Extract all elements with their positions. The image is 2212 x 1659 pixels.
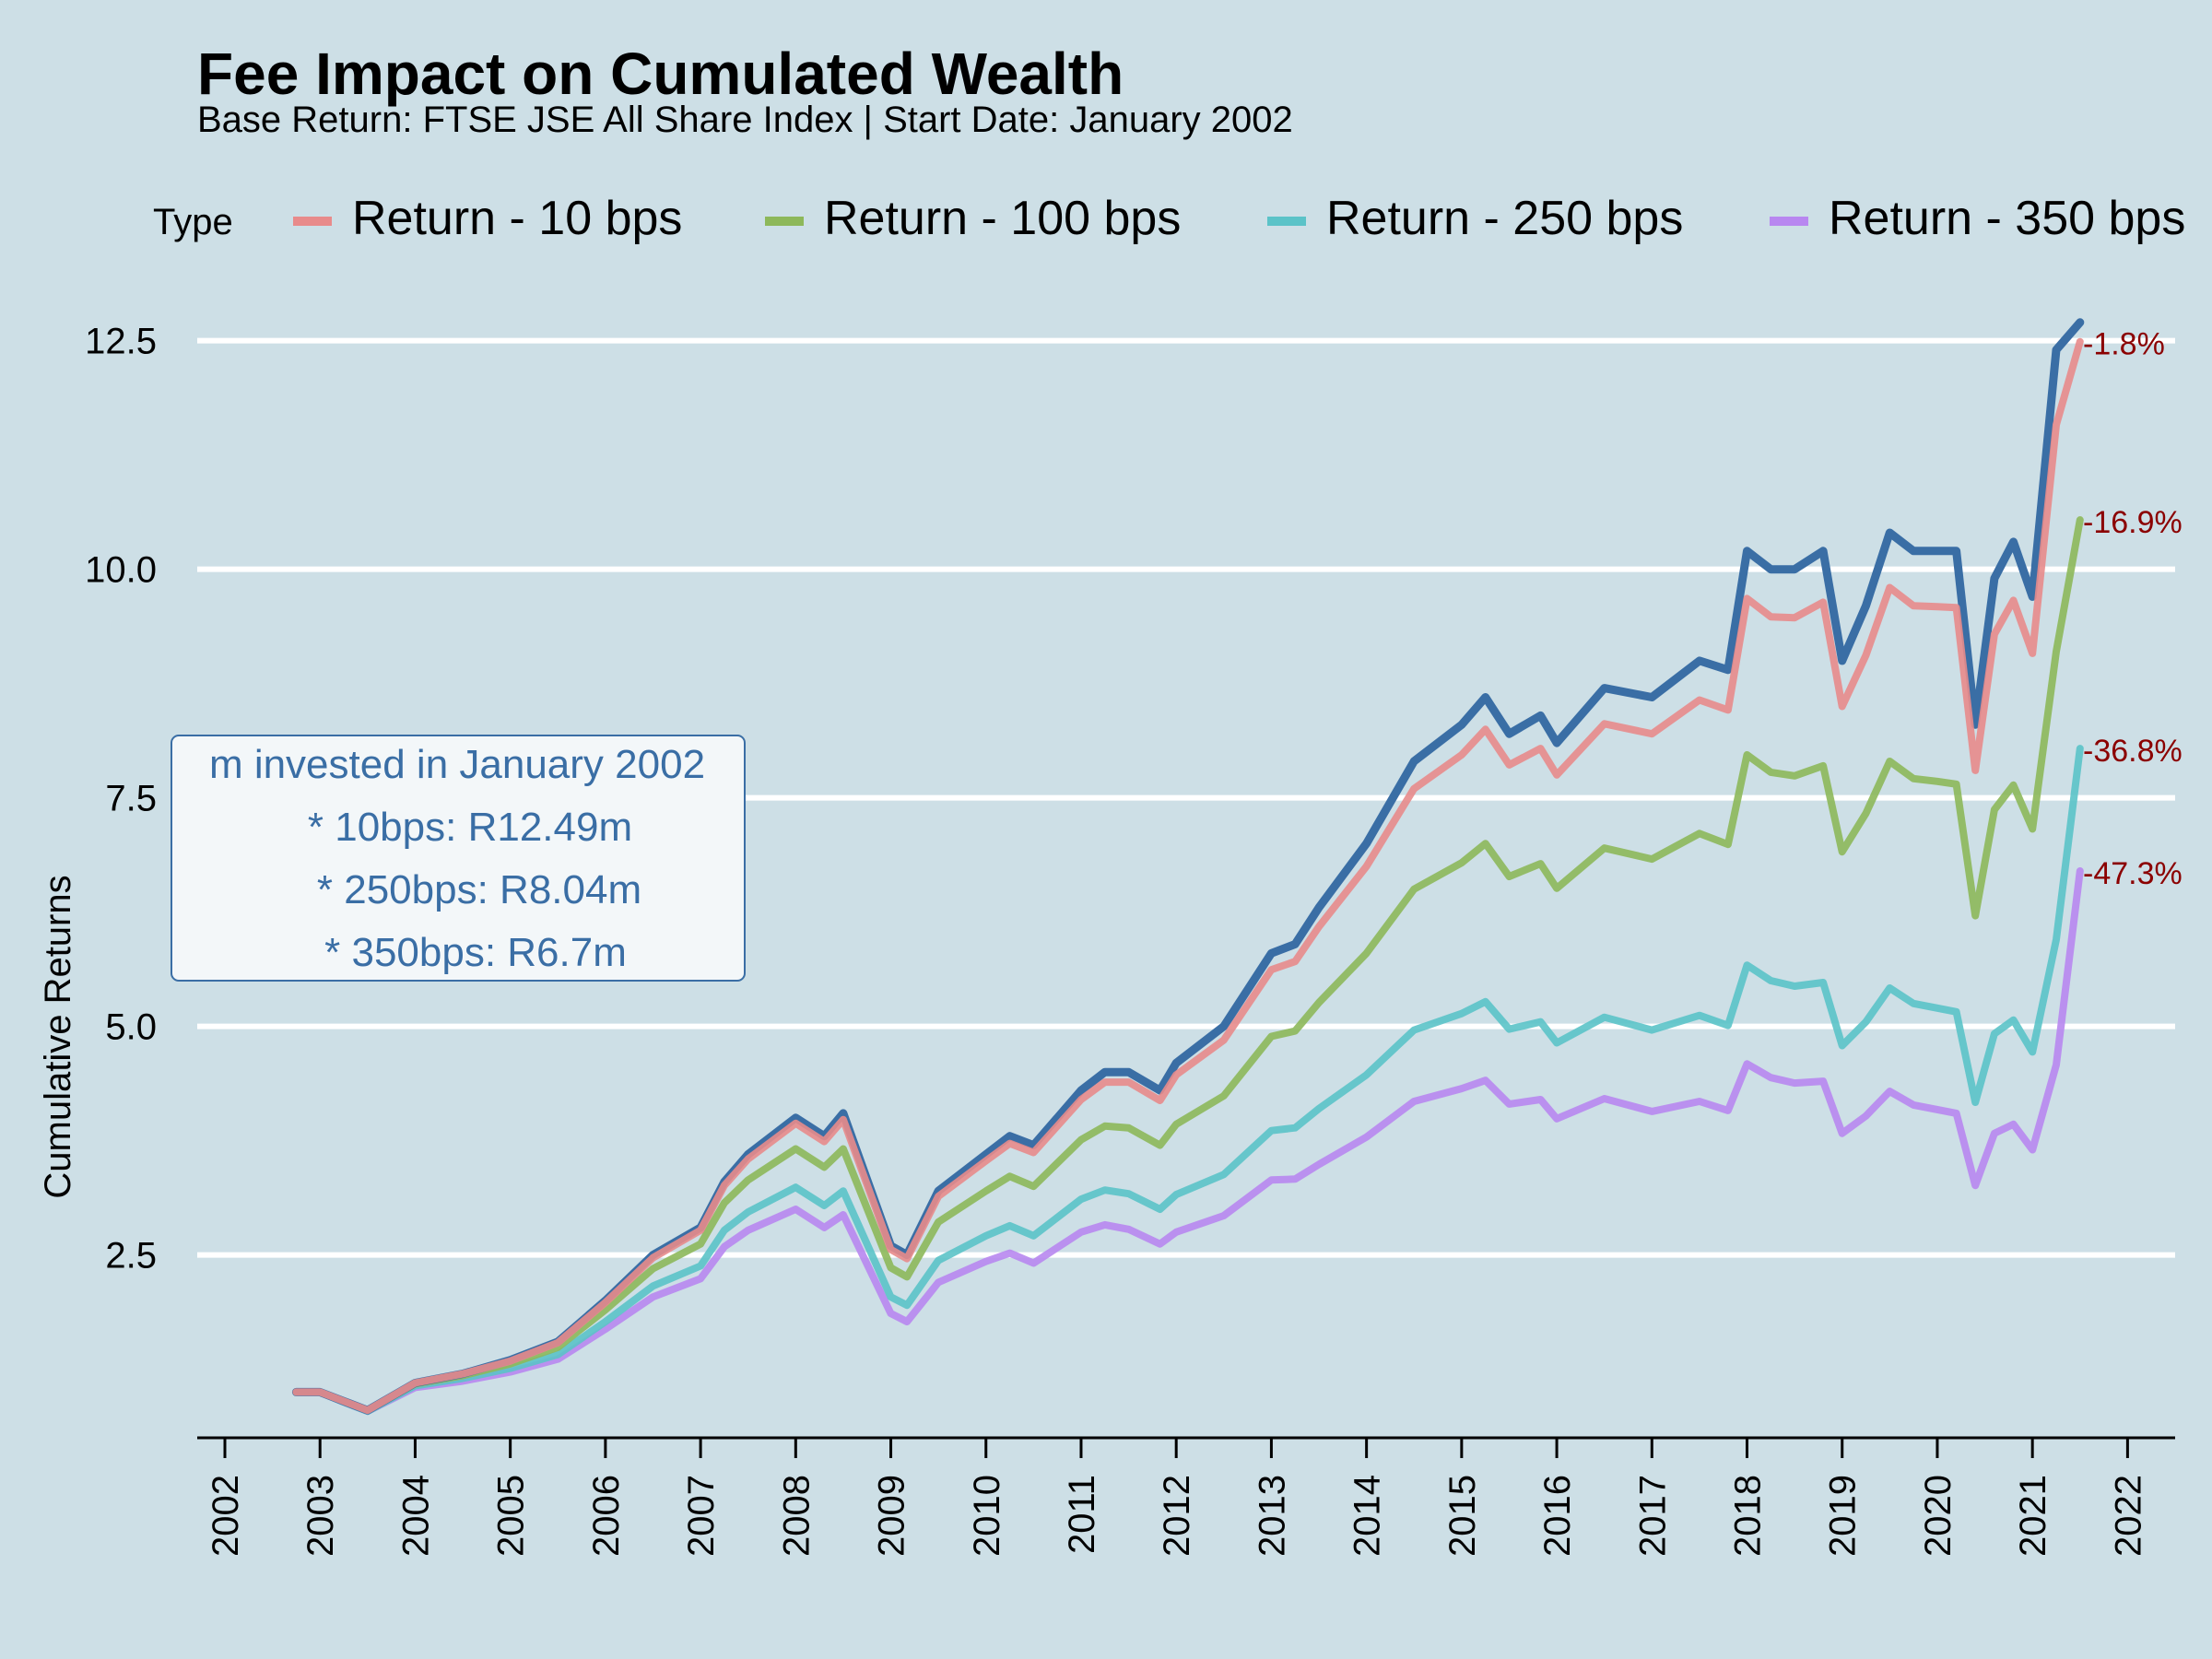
plot-area — [291, 318, 2085, 1416]
end-label: -36.8% — [2083, 734, 2183, 769]
end-labels: -1.8% -16.9% -36.8% -47.3% — [2083, 327, 2183, 891]
x-tick-label: 2011 — [1062, 1475, 1102, 1554]
x-tick-label: 2005 — [491, 1475, 532, 1557]
series-line-2 — [292, 516, 2084, 1415]
legend-label: Return - 10 bps — [352, 192, 682, 245]
y-tick-label: 12.5 — [85, 322, 157, 362]
annotation-line: * 10bps: R12.49m — [308, 805, 632, 850]
chart-subtitle: Base Return: FTSE JSE All Share Index | … — [197, 100, 1293, 140]
x-tick-label: 2010 — [967, 1475, 1007, 1557]
x-tick-label: 2013 — [1252, 1475, 1292, 1557]
x-axis: 2002 2003 2004 2005 2006 2007 2008 2009 2010 2011… — [197, 1436, 2175, 1557]
y-tick-label: 2.5 — [105, 1236, 157, 1277]
end-label: -47.3% — [2083, 856, 2183, 891]
y-tick-label: 5.0 — [105, 1007, 157, 1048]
x-tick-label: 2009 — [872, 1475, 912, 1557]
investment-annotation-box: m invested in January 2002 * 10bps: R12.4… — [171, 735, 746, 982]
y-tick-label: 7.5 — [105, 779, 157, 819]
x-tick-label: 2017 — [1632, 1475, 1673, 1557]
legend-label: Return - 100 bps — [824, 192, 1181, 245]
x-tick-label: 2019 — [1823, 1475, 1864, 1557]
x-tick-label: 2007 — [681, 1475, 722, 1557]
legend-label: Return - 350 bps — [1829, 192, 2185, 245]
x-tick-label: 2016 — [1537, 1475, 1578, 1557]
x-tick-label: 2004 — [395, 1475, 436, 1557]
y-tick-label: 10.0 — [85, 550, 157, 591]
series-line-4 — [292, 867, 2084, 1416]
annotation-line: m invested in January 2002 — [209, 742, 705, 787]
annotation-line: * 350bps: R6.7m — [324, 930, 627, 975]
x-tick-label: 2015 — [1442, 1475, 1483, 1557]
annotation-line: * 250bps: R8.04m — [317, 867, 641, 912]
y-axis-label: Cumulative Returns — [38, 875, 78, 1198]
series-line-3 — [292, 745, 2084, 1416]
x-tick-label: 2006 — [586, 1475, 627, 1557]
legend-label: Return - 250 bps — [1326, 192, 1683, 245]
chart-title: Fee Impact on Cumulated Wealth — [197, 41, 1124, 107]
legend-title: Type — [153, 202, 233, 242]
annotation-box-frame — [171, 735, 746, 982]
x-tick-label: 2018 — [1728, 1475, 1769, 1557]
x-tick-label: 2014 — [1347, 1475, 1388, 1557]
x-tick-label: 2021 — [2013, 1475, 2053, 1557]
x-tick-label: 2003 — [300, 1475, 341, 1557]
y-axis: 2.5 5.0 7.5 10.0 12.5 — [85, 322, 157, 1277]
x-tick-label: 2002 — [206, 1475, 246, 1557]
legend: Type Return - 10 bps Return - 100 bps Retu… — [153, 192, 2185, 245]
series-line-1 — [292, 337, 2084, 1415]
x-tick-label: 2012 — [1157, 1475, 1197, 1557]
x-tick-label: 2020 — [1918, 1475, 1959, 1557]
x-tick-label: 2008 — [776, 1475, 817, 1557]
end-label: -1.8% — [2083, 327, 2165, 362]
x-tick-label: 2022 — [2108, 1475, 2148, 1557]
end-label: -16.9% — [2083, 505, 2183, 540]
